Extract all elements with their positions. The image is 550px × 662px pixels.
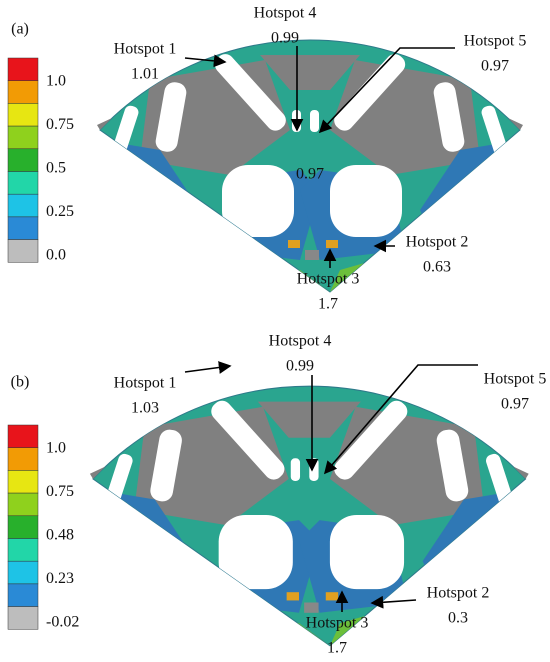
legend-swatch bbox=[7, 447, 39, 471]
legend-swatch bbox=[7, 216, 39, 240]
legend-label: 1.0 bbox=[46, 440, 66, 457]
legend-swatch bbox=[7, 424, 39, 448]
hotspot: Hotspot 5 0.97 bbox=[318, 33, 527, 134]
hotspot: Hotspot 2 0.3 bbox=[370, 585, 490, 627]
hotspot-value: 0.97 bbox=[481, 58, 509, 75]
hotspot-value: 1.01 bbox=[131, 66, 159, 83]
legend-label: 0.23 bbox=[46, 570, 74, 587]
hotspot-name: Hotspot 4 bbox=[269, 333, 332, 350]
hotspot-name: Hotspot 1 bbox=[114, 375, 177, 392]
legend-label: 0.75 bbox=[46, 116, 74, 133]
hotspot-arrow bbox=[370, 595, 417, 609]
legend-swatch bbox=[7, 470, 39, 494]
hotspot-value: 1.03 bbox=[131, 400, 159, 417]
legend-swatch bbox=[7, 515, 39, 539]
legend-label: -0.02 bbox=[46, 614, 79, 631]
hotspot-name: Hotspot 3 bbox=[306, 615, 369, 632]
legend-swatch bbox=[7, 239, 39, 263]
hotspot-value: 1.7 bbox=[318, 296, 338, 313]
hotspot: Hotspot 4 0.99 bbox=[254, 5, 317, 132]
contour-plot bbox=[97, 30, 523, 292]
color-legend: 1.0 0.75 0.5 0.25 0.0 bbox=[7, 57, 74, 264]
hotspot-name: Hotspot 5 bbox=[464, 33, 527, 50]
hotspot: Hotspot 4 0.99 bbox=[269, 333, 332, 472]
legend-swatch bbox=[7, 560, 39, 585]
hotspot-name: Hotspot 2 bbox=[427, 585, 490, 602]
legend-label: 0.5 bbox=[46, 160, 66, 177]
panel-label: (a) bbox=[11, 21, 29, 38]
hotspot-value: 0.99 bbox=[271, 30, 299, 47]
legend-swatch bbox=[7, 148, 39, 172]
legend-swatch bbox=[7, 57, 39, 81]
legend-label: 1.0 bbox=[46, 73, 66, 90]
hotspot-name: Hotspot 4 bbox=[254, 5, 317, 22]
hotspot-name: Hotspot 2 bbox=[406, 234, 469, 251]
legend-swatch bbox=[7, 103, 39, 127]
hotspot: Hotspot 3 1.7 bbox=[306, 590, 369, 657]
hotspot-name: Hotspot 3 bbox=[297, 271, 360, 288]
center-value: 0.97 bbox=[296, 166, 324, 183]
color-legend: 1.0 0.75 0.48 0.23 -0.02 bbox=[7, 424, 79, 631]
hotspot-arrow bbox=[184, 54, 227, 68]
legend-label: 0.0 bbox=[46, 247, 66, 264]
hotspot-name: Hotspot 1 bbox=[114, 41, 177, 58]
hotspot-arrow bbox=[184, 361, 232, 374]
legend-swatch bbox=[7, 606, 39, 630]
panel-label: (b) bbox=[11, 374, 30, 391]
legend-swatch bbox=[7, 171, 39, 195]
hotspot: Hotspot 3 1.7 bbox=[297, 248, 360, 313]
hotspot: Hotspot 5 0.97 bbox=[323, 364, 547, 475]
legend-swatch bbox=[7, 125, 39, 150]
hotspot: Hotspot 1 1.03 bbox=[114, 361, 232, 417]
legend-swatch bbox=[7, 492, 39, 517]
hotspot-name: Hotspot 5 bbox=[484, 371, 547, 388]
legend-label: 0.75 bbox=[46, 483, 74, 500]
legend-label: 0.48 bbox=[46, 527, 74, 544]
hotspot-value: 0.97 bbox=[501, 396, 529, 413]
hotspot-value: 0.63 bbox=[423, 259, 451, 276]
legend-swatch bbox=[7, 538, 39, 562]
hotspot: Hotspot 1 1.01 bbox=[114, 41, 227, 83]
hotspot-arrow bbox=[323, 364, 478, 475]
hotspot-arrow bbox=[318, 47, 455, 134]
hotspot-value: 1.7 bbox=[327, 640, 347, 657]
legend-swatch bbox=[7, 583, 39, 607]
hotspot-value: 0.99 bbox=[286, 358, 314, 375]
legend-label: 0.25 bbox=[46, 203, 74, 220]
hotspot-value: 0.3 bbox=[448, 610, 468, 627]
legend-swatch bbox=[7, 193, 39, 218]
legend-swatch bbox=[7, 80, 39, 104]
hotspot: Hotspot 2 0.63 bbox=[373, 234, 469, 276]
